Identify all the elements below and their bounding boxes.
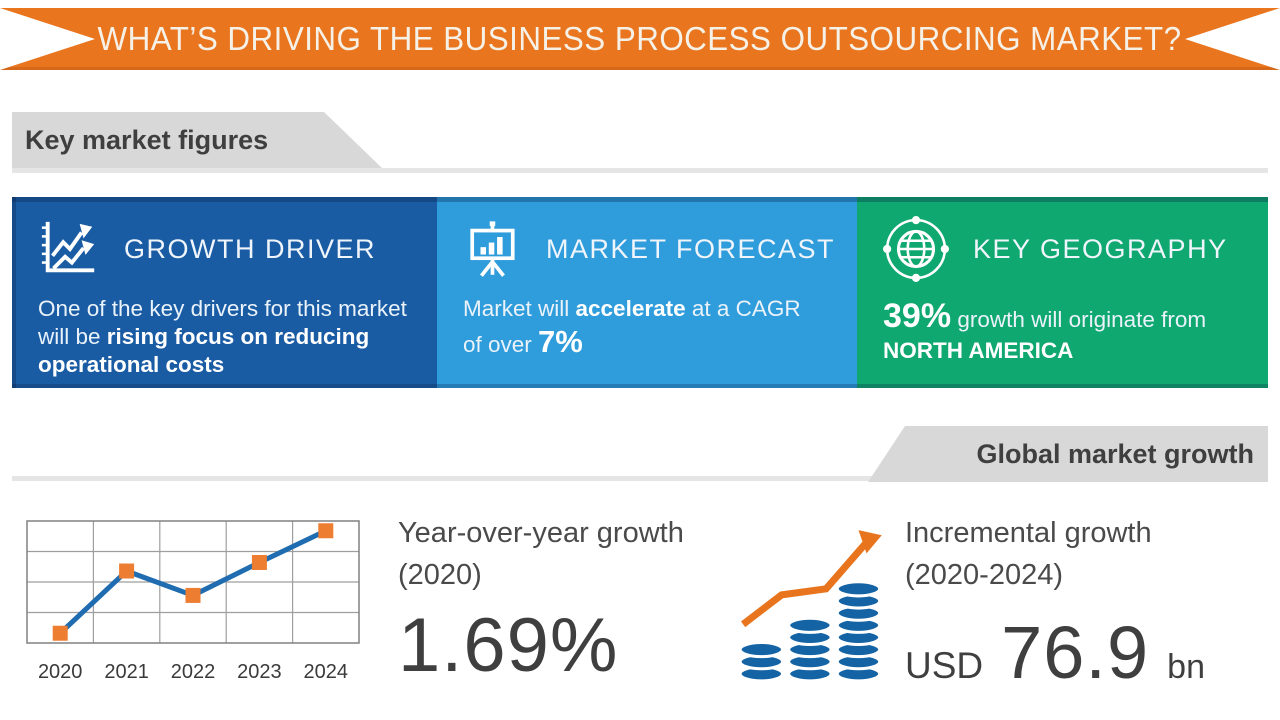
svg-text:2021: 2021 xyxy=(104,661,149,683)
card-key-geography-header: KEY GEOGRAPHY xyxy=(883,213,1246,285)
section-divider-strip-bottom xyxy=(12,476,1268,481)
card-key-geography-body: 39% growth will originate from NORTH AME… xyxy=(883,295,1228,365)
globe-orbit-icon xyxy=(883,216,949,282)
section-banner-key-market-figures: Key market figures xyxy=(12,112,382,168)
yoy-growth-value: 1.69% xyxy=(398,603,619,689)
svg-text:2022: 2022 xyxy=(171,661,216,683)
line-chart-arrows-icon xyxy=(41,221,95,273)
title-ribbon: WHAT’S DRIVING THE BUSINESS PROCESS OUTS… xyxy=(0,8,1280,70)
svg-text:2024: 2024 xyxy=(304,661,349,683)
page-title: WHAT’S DRIVING THE BUSINESS PROCESS OUTS… xyxy=(97,20,1183,57)
card-key-geography-title: KEY GEOGRAPHY xyxy=(973,233,1228,264)
card-market-forecast: MARKET FORECAST Market will accelerate a… xyxy=(437,197,857,388)
card-growth-driver-body: One of the key drivers for this market w… xyxy=(38,295,408,379)
yoy-line-chart: 2020 2021 2022 2023 2024 xyxy=(26,520,366,693)
geography-share-value: 39% xyxy=(883,297,952,335)
cagr-value: 7% xyxy=(538,323,583,359)
incremental-value: 76.9 xyxy=(1001,611,1150,695)
svg-text:2020: 2020 xyxy=(38,661,83,683)
body-text-bold: accelerate xyxy=(575,296,686,321)
card-key-geography: KEY GEOGRAPHY 39% growth will originate … xyxy=(857,197,1268,388)
incremental-growth-value: USD 76.9 bn xyxy=(905,610,1235,695)
unit-label: bn xyxy=(1167,648,1205,687)
yoy-growth-label: Year-over-year growth (2020) xyxy=(398,517,684,592)
presentation-bar-chart-icon xyxy=(470,221,515,277)
card-market-forecast-title: MARKET FORECAST xyxy=(545,233,835,264)
currency-label: USD xyxy=(905,645,984,687)
section-divider-strip-top xyxy=(12,168,1268,173)
incremental-growth-graphic xyxy=(733,516,905,693)
body-text: One of the key drivers for this market w… xyxy=(38,296,407,349)
card-growth-driver-title: GROWTH DRIVER xyxy=(124,233,376,264)
section-banner-global-market-growth: Global market growth xyxy=(868,426,1268,482)
section-title-global-market-growth: Global market growth xyxy=(976,438,1254,469)
svg-text:2023: 2023 xyxy=(237,661,282,683)
card-growth-driver-header: GROWTH DRIVER xyxy=(38,213,415,285)
section-title-key-market-figures: Key market figures xyxy=(25,124,269,155)
body-text-bold: rising focus on reducing operational cos… xyxy=(38,323,370,377)
geography-name: NORTH AMERICA xyxy=(883,338,1074,364)
key-figures-cards-row: GROWTH DRIVER One of the key drivers for… xyxy=(12,197,1268,388)
card-market-forecast-body: Market will accelerate at a CAGR of over… xyxy=(463,295,808,361)
card-growth-driver: GROWTH DRIVER One of the key drivers for… xyxy=(12,197,437,388)
yoy-growth-block: Year-over-year growth (2020) 1.69% xyxy=(398,512,718,689)
body-text: Market will xyxy=(463,296,576,321)
incremental-growth-label: Incremental growth (2020-2024) xyxy=(905,517,1152,592)
coin-stacks-arrow-icon xyxy=(738,530,882,683)
card-market-forecast-header: MARKET FORECAST xyxy=(463,213,835,285)
incremental-growth-block: Incremental growth (2020-2024) USD 76.9 … xyxy=(905,512,1235,695)
yoy-line-chart-svg: 2020 2021 2022 2023 2024 xyxy=(26,520,360,683)
body-text: growth will originate from xyxy=(951,307,1207,332)
body-text: at a CAGR of over xyxy=(463,296,801,357)
